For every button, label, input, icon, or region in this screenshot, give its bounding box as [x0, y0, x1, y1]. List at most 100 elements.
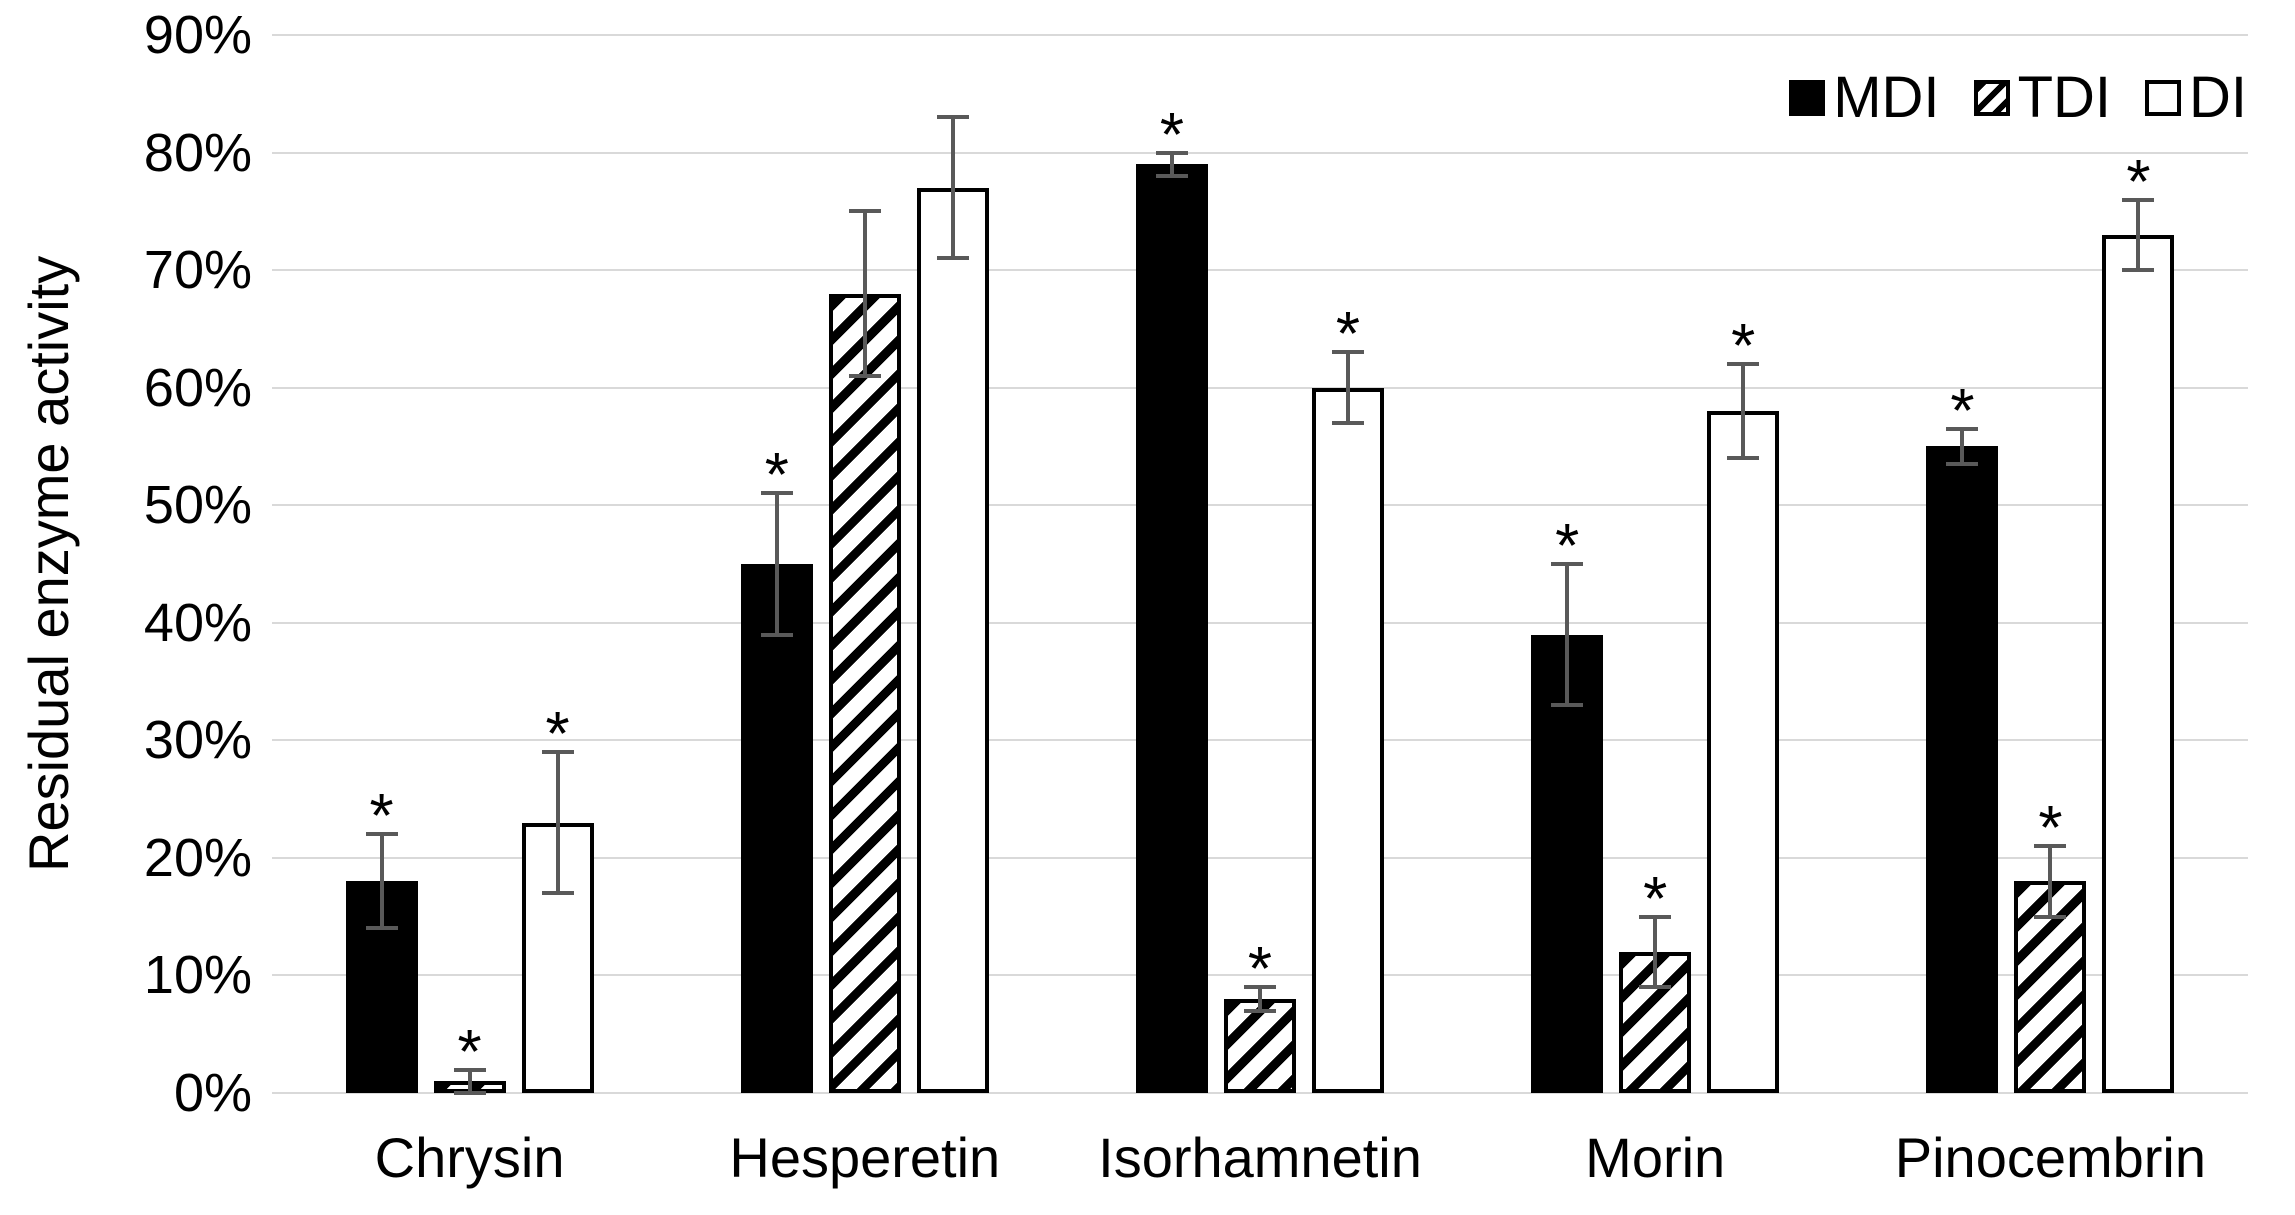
- significance-star-di-morin: *: [1731, 312, 1756, 382]
- legend-marker-tdi-icon: [1973, 80, 2010, 116]
- legend-item-mdi: MDI: [1789, 65, 1940, 130]
- bar-mdi-morin: [1531, 634, 1604, 1093]
- error-bar-di-isorhamnetin: [1346, 352, 1350, 423]
- error-bar-tdi-pinocembrin: [2048, 846, 2053, 917]
- error-bar-tdi-morin: [1653, 916, 1658, 988]
- error-cap-bottom-tdi-pinocembrin: [2034, 914, 2067, 919]
- error-bar-mdi-chrysin: [379, 834, 384, 929]
- category-label-pinocembrin: Pinocembrin: [1894, 1126, 2207, 1189]
- error-cap-top-tdi-morin: [1639, 914, 1672, 919]
- bar-tdi-hesperetin: [828, 293, 901, 1093]
- error-bar-tdi-hesperetin: [862, 211, 867, 376]
- y-tick-label: 10%: [143, 945, 252, 1006]
- error-bar-mdi-isorhamnetin: [1170, 152, 1174, 177]
- y-tick-label: 30%: [143, 710, 252, 771]
- y-axis-title: Residual enzyme activity: [17, 255, 80, 873]
- error-cap-top-mdi-hesperetin: [760, 491, 793, 496]
- category-label-hesperetin: Hesperetin: [729, 1126, 1001, 1189]
- error-cap-top-mdi-chrysin: [365, 832, 398, 837]
- error-cap-bottom-di-hesperetin: [936, 256, 969, 261]
- significance-star-mdi-morin: *: [1555, 512, 1580, 581]
- category-label-chrysin: Chrysin: [374, 1126, 565, 1189]
- error-cap-top-di-pinocembrin: [2122, 197, 2155, 202]
- error-bar-di-chrysin: [555, 752, 560, 894]
- significance-star-di-isorhamnetin: *: [1335, 300, 1361, 370]
- y-tick-label: 50%: [143, 475, 252, 536]
- significance-star-tdi-morin: *: [1643, 864, 1668, 934]
- significance-star-tdi-chrysin: *: [457, 1017, 482, 1087]
- gridline: [272, 974, 2248, 977]
- error-cap-bottom-di-chrysin: [541, 891, 574, 896]
- bar-di-hesperetin: [916, 187, 989, 1093]
- gridline: [272, 504, 2248, 507]
- error-bar-di-morin: [1741, 364, 1746, 459]
- bar-mdi-pinocembrin: [1926, 446, 1999, 1093]
- error-cap-bottom-mdi-isorhamnetin: [1156, 174, 1188, 179]
- plot-area: * * * * * * * * * * * * *: [272, 35, 2248, 1095]
- error-cap-top-mdi-pinocembrin: [1946, 426, 1979, 431]
- error-cap-bottom-mdi-hesperetin: [760, 632, 793, 637]
- error-cap-top-di-chrysin: [541, 750, 574, 755]
- y-tick-label: 40%: [143, 592, 252, 653]
- error-cap-bottom-mdi-morin: [1551, 703, 1584, 708]
- category-label-isorhamnetin: Isorhamnetin: [1098, 1126, 1422, 1189]
- bar-di-chrysin: [521, 822, 594, 1093]
- gridline: [272, 386, 2248, 389]
- gridline: [272, 856, 2248, 859]
- y-tick-label: 80%: [143, 122, 252, 183]
- significance-star-mdi-pinocembrin: *: [1950, 376, 1975, 446]
- error-cap-top-di-morin: [1727, 362, 1760, 367]
- y-tick-label: 0%: [173, 1063, 252, 1123]
- error-cap-top-di-hesperetin: [936, 115, 969, 120]
- error-bar-di-hesperetin: [950, 117, 955, 259]
- legend-marker-di-icon: [2145, 80, 2181, 116]
- gridline: [272, 151, 2248, 154]
- significance-star-mdi-isorhamnetin: *: [1159, 100, 1185, 170]
- error-cap-bottom-mdi-chrysin: [365, 926, 398, 931]
- error-cap-top-mdi-isorhamnetin: [1156, 150, 1188, 155]
- y-tick-label: 60%: [143, 357, 252, 418]
- bar-mdi-hesperetin: [740, 564, 813, 1093]
- significance-star-mdi-chrysin: *: [369, 782, 394, 852]
- error-bar-mdi-hesperetin: [774, 493, 779, 635]
- legend-marker-mdi-icon: [1789, 80, 1826, 116]
- y-tick-label: 20%: [143, 827, 252, 888]
- gridline: [272, 621, 2248, 624]
- error-cap-top-tdi-chrysin: [453, 1067, 486, 1072]
- legend-item-tdi: TDI: [1973, 68, 2111, 128]
- significance-star-tdi-isorhamnetin: *: [1247, 935, 1273, 1005]
- legend-item-di: DI: [2145, 68, 2247, 128]
- bar-mdi-isorhamnetin: [1136, 164, 1208, 1093]
- error-cap-bottom-tdi-isorhamnetin: [1244, 1008, 1276, 1013]
- legend-label-di: DI: [2189, 65, 2247, 130]
- error-cap-bottom-mdi-pinocembrin: [1946, 462, 1979, 467]
- error-cap-top-tdi-pinocembrin: [2034, 844, 2067, 849]
- gridline: [272, 269, 2248, 272]
- gridline: [272, 34, 2248, 36]
- significance-star-mdi-hesperetin: *: [764, 441, 789, 511]
- significance-star-di-pinocembrin: *: [2126, 147, 2151, 217]
- error-cap-top-tdi-hesperetin: [848, 209, 881, 214]
- y-tick-label: 90%: [143, 5, 252, 65]
- error-cap-bottom-di-pinocembrin: [2122, 268, 2155, 273]
- error-cap-bottom-tdi-chrysin: [453, 1091, 486, 1095]
- gridline: [272, 1092, 2248, 1094]
- error-bar-tdi-chrysin: [467, 1069, 472, 1093]
- error-bar-mdi-morin: [1565, 564, 1570, 706]
- error-cap-top-di-isorhamnetin: [1332, 350, 1364, 355]
- significance-star-tdi-pinocembrin: *: [2038, 794, 2063, 864]
- error-bar-di-pinocembrin: [2136, 199, 2141, 271]
- error-cap-top-tdi-isorhamnetin: [1244, 985, 1276, 990]
- error-cap-bottom-tdi-hesperetin: [848, 373, 881, 378]
- legend-label-mdi: MDI: [1833, 65, 1940, 130]
- legend: MDI TDI DI: [1789, 68, 2247, 128]
- error-cap-bottom-di-isorhamnetin: [1332, 420, 1364, 425]
- bar-tdi-isorhamnetin: [1224, 998, 1296, 1093]
- bar-di-pinocembrin: [2102, 234, 2175, 1093]
- error-cap-bottom-tdi-morin: [1639, 985, 1672, 990]
- gridline: [272, 739, 2248, 742]
- error-bar-tdi-isorhamnetin: [1258, 987, 1262, 1011]
- y-tick-label: 70%: [143, 240, 252, 301]
- error-bar-mdi-pinocembrin: [1960, 428, 1965, 465]
